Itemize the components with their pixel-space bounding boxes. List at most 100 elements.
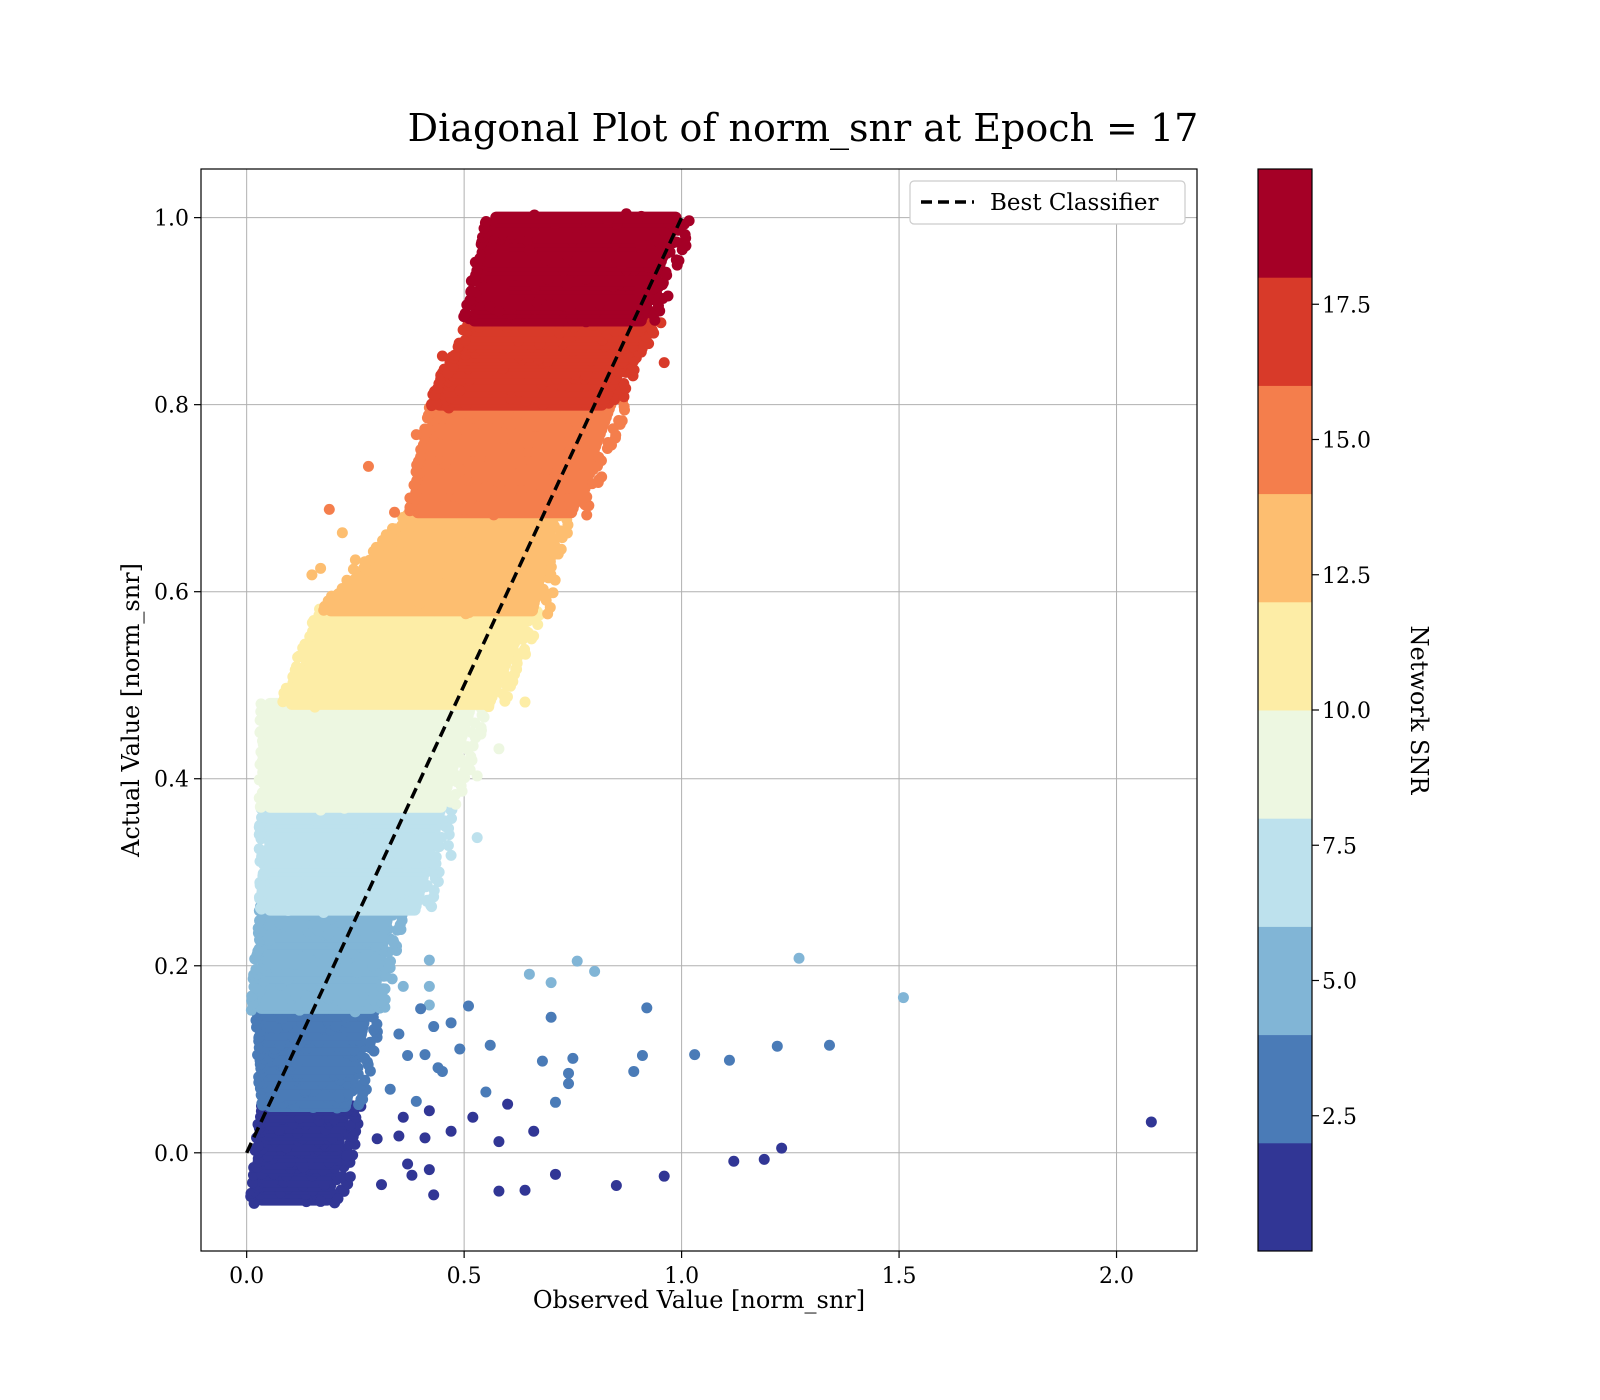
- x-axis-ticks: 0.0 0.5 1.0 1.5 2.0: [229, 1251, 1134, 1289]
- outlier-point: [423, 980, 435, 992]
- outlier-point: [549, 1096, 561, 1108]
- outlier-point: [436, 350, 448, 362]
- scatter-point: [456, 769, 468, 781]
- y-axis-label: Actual Value [norm_snr]: [117, 563, 145, 858]
- cluster-row: [490, 211, 682, 224]
- outlier-point: [571, 955, 583, 967]
- scatter-point: [344, 1171, 356, 1183]
- outlier-point: [523, 244, 535, 256]
- outlier-point: [823, 1039, 835, 1051]
- scatter-point: [248, 981, 260, 993]
- scatter-point: [254, 801, 266, 813]
- outlier-point: [419, 1049, 431, 1061]
- outlier-point: [315, 562, 327, 574]
- outlier-point: [641, 1002, 653, 1014]
- colorbar-band-5: [1258, 601, 1312, 711]
- outlier-point: [428, 1021, 440, 1033]
- cluster-snr-band-1: [250, 998, 386, 1114]
- outlier-point: [423, 954, 435, 966]
- outlier-point: [389, 506, 401, 518]
- cluster-snr-band-9: [458, 208, 695, 328]
- scatter-point: [250, 963, 262, 975]
- outlier-point: [493, 1136, 505, 1148]
- scatter-point: [447, 360, 459, 372]
- outlier-point: [423, 1105, 435, 1117]
- scatter-point: [469, 717, 481, 729]
- outlier-point: [567, 1052, 579, 1064]
- outlier-point: [723, 1054, 735, 1066]
- colorbar-band-4: [1258, 710, 1312, 819]
- cluster-snr-band-0: [245, 1096, 367, 1209]
- outlier-point: [523, 968, 535, 980]
- scatter-point: [673, 255, 685, 267]
- x-tick-label: 2.0: [1099, 1264, 1134, 1289]
- scatter-point: [528, 209, 540, 221]
- outlier-point: [454, 385, 466, 397]
- scatter-point: [256, 812, 268, 824]
- scatter-point: [613, 415, 625, 427]
- y-tick-label: 0.6: [154, 581, 189, 606]
- scatter-point: [459, 334, 471, 346]
- outlier-point: [445, 1017, 457, 1029]
- scatter-point: [446, 813, 458, 825]
- plot-frame: [200, 168, 1198, 1252]
- scatter-point: [380, 970, 392, 982]
- outlier-point: [397, 980, 409, 992]
- outlier-point: [323, 503, 335, 515]
- colorbar-band-6: [1258, 493, 1312, 603]
- x-tick-label: 1.0: [664, 1264, 699, 1289]
- x-tick-label: 1.5: [882, 1264, 917, 1289]
- outlier-point: [658, 357, 670, 369]
- scatter-point: [384, 955, 396, 967]
- outlier-point: [545, 977, 557, 989]
- outlier-point: [658, 1170, 670, 1182]
- x-axis-label: Observed Value [norm_snr]: [533, 1286, 865, 1314]
- outlier-point: [636, 1050, 648, 1062]
- cluster-snr-band-3: [253, 799, 458, 919]
- scatter-point: [554, 525, 566, 537]
- colorbar-band-3: [1258, 818, 1312, 927]
- cluster-snr-band-8: [426, 314, 667, 414]
- scatter-point: [464, 294, 476, 306]
- y-tick-label: 0.2: [154, 955, 189, 980]
- colorbar: 2.5 5.0 7.5 10.0 12.5 15.0 17.5: [1257, 168, 1371, 1252]
- scatter-point: [581, 509, 593, 521]
- outlier-point: [402, 1158, 414, 1170]
- scatter-point: [635, 210, 647, 222]
- outlier-point: [462, 1000, 474, 1012]
- outlier-point: [349, 554, 361, 566]
- outlier-point: [397, 1111, 409, 1123]
- outlier-point: [423, 999, 435, 1011]
- scatter-point: [583, 500, 595, 512]
- colorbar-band-7: [1258, 385, 1312, 495]
- colorbar-band-9: [1258, 169, 1312, 278]
- legend-box: [909, 180, 1186, 225]
- scatter-point: [318, 604, 330, 616]
- outlier-point: [680, 240, 692, 252]
- colorbar-tick-label: 17.5: [1322, 293, 1371, 318]
- outlier-point: [628, 1065, 640, 1077]
- x-tick-label: 0.0: [229, 1264, 264, 1289]
- colorbar-band-8: [1258, 277, 1312, 386]
- outlier-point: [493, 1185, 505, 1197]
- scatter-point: [459, 308, 471, 320]
- outlier-point: [471, 770, 483, 782]
- scatter-point: [377, 983, 389, 995]
- outlier-point: [415, 1003, 427, 1015]
- outlier-point: [519, 1184, 531, 1196]
- outlier-point: [445, 1125, 457, 1137]
- cluster-snr-band-4: [253, 694, 491, 816]
- scatter-point: [596, 471, 608, 483]
- best-classifier-line: [245, 216, 684, 1154]
- scatter-point: [255, 698, 267, 710]
- outlier-point: [375, 1179, 387, 1191]
- scatter-point: [449, 349, 461, 361]
- outlier-point: [793, 952, 805, 964]
- cluster-snr-band-2: [245, 900, 408, 1018]
- scatter-point: [254, 915, 266, 927]
- y-tick-label: 0.4: [154, 768, 189, 793]
- outlier-point: [897, 992, 909, 1004]
- scatter-point: [257, 868, 269, 880]
- outlier-point: [428, 1189, 440, 1201]
- outlier-point: [410, 429, 422, 441]
